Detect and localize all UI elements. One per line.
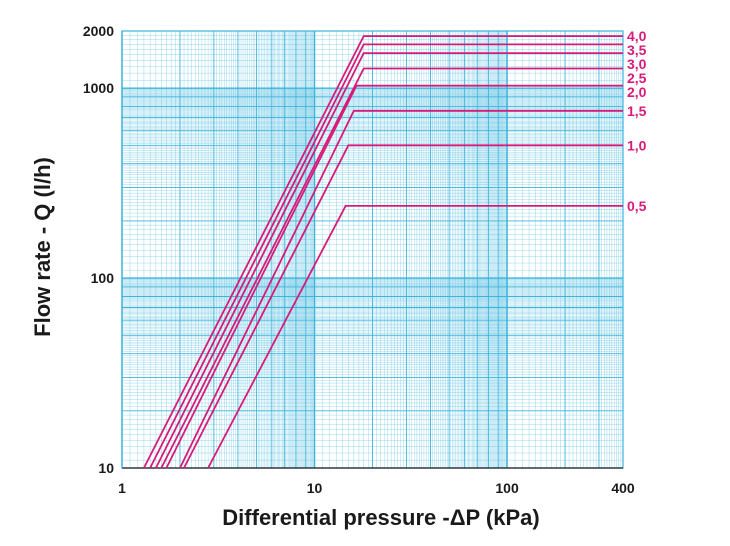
series-line bbox=[207, 204, 623, 469]
series-line bbox=[149, 43, 623, 469]
x-tick-label: 400 bbox=[611, 480, 635, 496]
series-label: 2,5 bbox=[627, 70, 647, 86]
y-tick-label: 1000 bbox=[83, 80, 114, 96]
series-line bbox=[155, 52, 623, 469]
x-tick-label: 1 bbox=[118, 480, 126, 496]
series-label: 1,5 bbox=[627, 103, 647, 119]
series-label: 2,0 bbox=[627, 84, 647, 100]
series-lines bbox=[143, 35, 623, 469]
x-axis-title: Differential pressure -ΔP (kPa) bbox=[222, 505, 539, 530]
series-label: 0,5 bbox=[627, 198, 647, 214]
series-labels: 4,03,53,02,52,0 1,5 1,0 0,5 bbox=[627, 28, 647, 214]
series-label: 4,0 bbox=[627, 28, 647, 44]
x-tick-label: 100 bbox=[495, 480, 519, 496]
y-axis-title: Flow rate - Q (l/h) bbox=[30, 157, 55, 337]
y-tick-label: 100 bbox=[91, 270, 115, 286]
series-line bbox=[160, 67, 623, 469]
series-line bbox=[165, 84, 623, 469]
y-tick-label: 10 bbox=[98, 460, 114, 476]
series-label: 3,5 bbox=[627, 42, 647, 58]
x-tick-label: 10 bbox=[307, 480, 323, 496]
series-line bbox=[179, 109, 623, 469]
series-line bbox=[143, 35, 623, 469]
grid bbox=[121, 30, 624, 469]
series-label: 3,0 bbox=[627, 56, 647, 72]
series-label: 1,0 bbox=[627, 137, 647, 153]
series-line bbox=[183, 144, 623, 469]
y-tick-label: 2000 bbox=[83, 23, 114, 39]
